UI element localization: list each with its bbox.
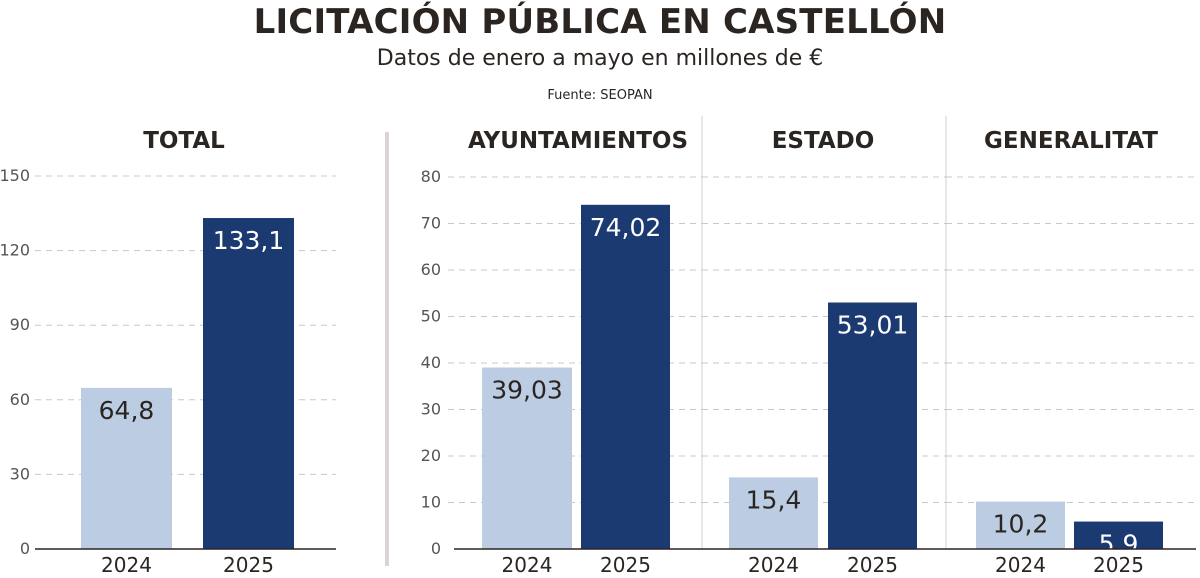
x-tick-label: 2024 — [502, 553, 553, 577]
y-tick-label: 40 — [421, 353, 441, 372]
chart-title: LICITACIÓN PÚBLICA EN CASTELLÓN — [253, 2, 947, 42]
y-tick-label: 20 — [421, 446, 441, 465]
x-tick-label: 2025 — [600, 553, 651, 577]
y-tick-label: 30 — [10, 464, 30, 483]
y-tick-label: 120 — [0, 241, 30, 260]
panel-title: TOTAL — [143, 128, 225, 154]
y-tick-label: 60 — [10, 390, 30, 409]
x-tick-label: 2025 — [223, 553, 274, 577]
y-tick-label: 80 — [421, 167, 441, 186]
bar-2025 — [828, 302, 917, 549]
data-label: 15,4 — [746, 485, 802, 514]
data-label: 74,02 — [590, 213, 662, 242]
y-tick-label: 90 — [10, 315, 30, 334]
bar-2025 — [1074, 521, 1163, 549]
bar-2024 — [81, 387, 172, 549]
chart-subtitle: Datos de enero a mayo en millones de € — [376, 46, 824, 71]
x-tick-label: 2024 — [748, 553, 799, 577]
x-tick-label: 2025 — [1093, 553, 1144, 577]
y-tick-label: 50 — [421, 307, 441, 326]
data-label: 39,03 — [491, 376, 563, 405]
panel-title: ESTADO — [772, 128, 875, 154]
y-tick-label: 70 — [421, 214, 441, 233]
bar-2025 — [581, 204, 670, 549]
bar-2024 — [482, 367, 572, 549]
chart-source: Fuente: SEOPAN — [547, 88, 653, 103]
y-tick-label: 0 — [20, 539, 30, 558]
y-tick-label: 0 — [431, 539, 441, 558]
data-label: 10,2 — [993, 510, 1049, 539]
x-tick-label: 2024 — [995, 553, 1046, 577]
y-tick-label: 30 — [421, 400, 441, 419]
data-label: 5,9 — [1099, 530, 1139, 559]
bar-2024 — [729, 477, 818, 549]
y-tick-label: 10 — [421, 493, 441, 512]
panel-title: AYUNTAMIENTOS — [468, 128, 688, 154]
data-label: 64,8 — [99, 396, 155, 425]
bar-2025 — [203, 218, 294, 550]
x-tick-label: 2025 — [847, 553, 898, 577]
y-tick-label: 60 — [421, 260, 441, 279]
data-label: 133,1 — [213, 226, 285, 255]
data-label: 53,01 — [837, 311, 909, 340]
panel-title: GENERALITAT — [984, 128, 1158, 154]
bar-2024 — [976, 501, 1065, 549]
y-tick-label: 150 — [0, 166, 30, 185]
x-tick-label: 2024 — [101, 553, 152, 577]
